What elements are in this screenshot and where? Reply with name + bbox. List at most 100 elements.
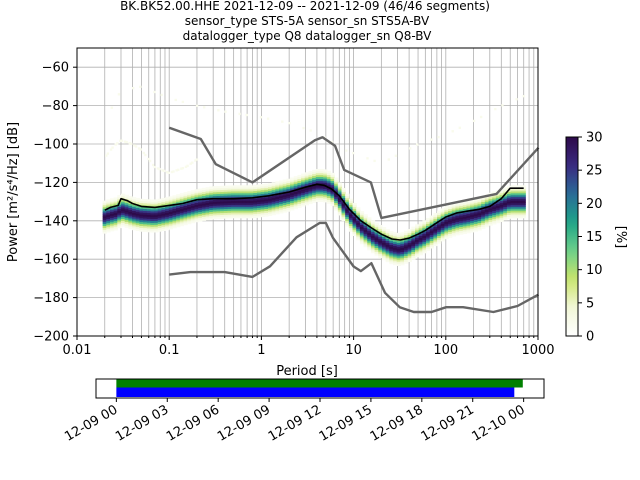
- colorbar-gradient: [565, 136, 579, 337]
- ppsd-density-bin: [345, 193, 350, 196]
- ppsd-density-bin: [429, 215, 434, 218]
- ppsd-density-bin: [451, 209, 457, 212]
- ppsd-density-bin: [146, 214, 151, 217]
- ppsd-density-bin: [168, 205, 174, 209]
- ppsd-density-bin: [135, 197, 140, 201]
- ppsd-density-bin: [514, 189, 519, 192]
- ppsd-density-bin: [172, 218, 177, 221]
- ppsd-density-bin: [334, 187, 339, 190]
- ppsd-density-bin: [209, 207, 214, 211]
- ppsd-density-bin: [308, 174, 313, 178]
- ppsd-density-bin: [385, 232, 390, 236]
- ppsd-density-bin: [282, 183, 287, 186]
- ppsd-density-bin: [260, 191, 265, 195]
- ppsd-density-bin: [102, 229, 107, 232]
- ppsd-density-bin: [315, 199, 321, 202]
- ppsd-density-bin: [426, 237, 431, 240]
- y-tick-label: −80: [42, 99, 69, 114]
- ppsd-density-bin: [198, 211, 203, 214]
- ppsd-density-bin: [356, 214, 361, 218]
- ppsd-density-bin: [165, 225, 170, 229]
- ppsd-density-bin: [334, 206, 339, 209]
- ppsd-density-bin: [165, 218, 170, 221]
- ppsd-density-bin: [477, 216, 482, 220]
- ppsd-density-bin: [345, 195, 350, 198]
- ppsd-density-bin: [326, 170, 332, 174]
- ppsd-density-bin: [220, 205, 225, 208]
- ppsd-density-bin: [426, 235, 431, 238]
- ppsd-density-bin: [403, 232, 409, 235]
- ppsd-density-bin: [279, 195, 284, 199]
- y-axis: −60−80−100−120−140−160−180−200: [33, 61, 77, 345]
- ppsd-density-bin: [323, 200, 328, 203]
- ppsd-density-bin: [389, 231, 394, 234]
- ppsd-density-bin: [143, 212, 148, 215]
- ppsd-density-bin: [374, 249, 379, 252]
- colorbar-tick-label: 5: [586, 296, 594, 311]
- ppsd-density-bin: [279, 207, 284, 210]
- ppsd-density-bin: [205, 202, 210, 205]
- ppsd-density-bin: [389, 257, 394, 261]
- ppsd-density-bin: [448, 229, 453, 233]
- ppsd-density-bin: [135, 213, 140, 216]
- ppsd-density-bin: [312, 194, 317, 198]
- ppsd-density-bin: [477, 209, 482, 212]
- ppsd-density-bin: [194, 204, 199, 207]
- ppsd-density-bin: [370, 241, 376, 244]
- ppsd-density-bin: [323, 198, 328, 201]
- ppsd-density-bin: [440, 231, 445, 234]
- ppsd-density-bin: [326, 184, 332, 187]
- ppsd-density-bin: [286, 205, 291, 208]
- ppsd-density-bin: [128, 215, 133, 218]
- ppsd-density-bin: [165, 222, 170, 225]
- ppsd-density-bin: [367, 232, 372, 235]
- ppsd-density-bin: [301, 200, 306, 203]
- ppsd-density-bin: [290, 192, 295, 196]
- ppsd-density-bin: [260, 214, 265, 218]
- ppsd-density-bin: [212, 213, 218, 216]
- ppsd-density: [102, 85, 526, 266]
- ppsd-density-bin: [161, 219, 166, 222]
- ppsd-density-bin: [433, 239, 438, 243]
- ppsd-density-bin: [279, 201, 284, 204]
- ppsd-density-bin: [293, 204, 298, 208]
- ppsd-density-bin: [459, 230, 464, 233]
- ppsd-density-bin: [422, 222, 427, 225]
- ppsd-density-bin: [134, 145, 138, 148]
- ppsd-density-bin: [323, 194, 328, 197]
- ppsd-density-bin: [359, 215, 365, 218]
- ppsd-density-bin: [205, 198, 210, 202]
- ppsd-density-bin: [403, 246, 409, 249]
- ppsd-density-bin: [150, 199, 155, 202]
- ppsd-density-bin: [422, 226, 427, 229]
- ppsd-density-bin: [128, 196, 133, 199]
- ppsd-density-bin: [400, 263, 405, 266]
- ppsd-density-bin: [345, 212, 350, 216]
- ppsd-density-bin: [326, 178, 332, 181]
- ppsd-density-bin: [194, 189, 199, 192]
- ppsd-density-bin: [220, 199, 225, 202]
- ppsd-density-bin: [481, 222, 486, 226]
- ppsd-density-bin: [484, 223, 490, 226]
- ppsd-density-bin: [201, 189, 207, 193]
- ppsd-density-bin: [143, 208, 148, 211]
- ppsd-density-bin: [348, 212, 354, 215]
- ppsd-density-bin: [521, 189, 526, 192]
- ppsd-density-bin: [242, 192, 247, 196]
- ppsd-density-bin: [190, 218, 196, 222]
- ppsd-density-bin: [416, 143, 419, 146]
- ppsd-density-bin: [495, 201, 501, 205]
- ppsd-density-bin: [187, 214, 192, 217]
- ppsd-density-bin: [433, 213, 438, 216]
- ppsd-density-bin: [301, 181, 306, 184]
- ppsd-density-bin: [260, 205, 265, 208]
- ppsd-density-bin: [473, 210, 479, 213]
- ppsd-density-bin: [466, 227, 471, 230]
- ppsd-density-bin: [154, 207, 159, 210]
- ppsd-density-bin: [429, 244, 434, 247]
- ppsd-density-bin: [408, 147, 412, 150]
- ppsd-density-bin: [139, 219, 144, 223]
- ppsd-density-bin: [378, 253, 383, 257]
- ppsd-density-bin: [462, 227, 468, 231]
